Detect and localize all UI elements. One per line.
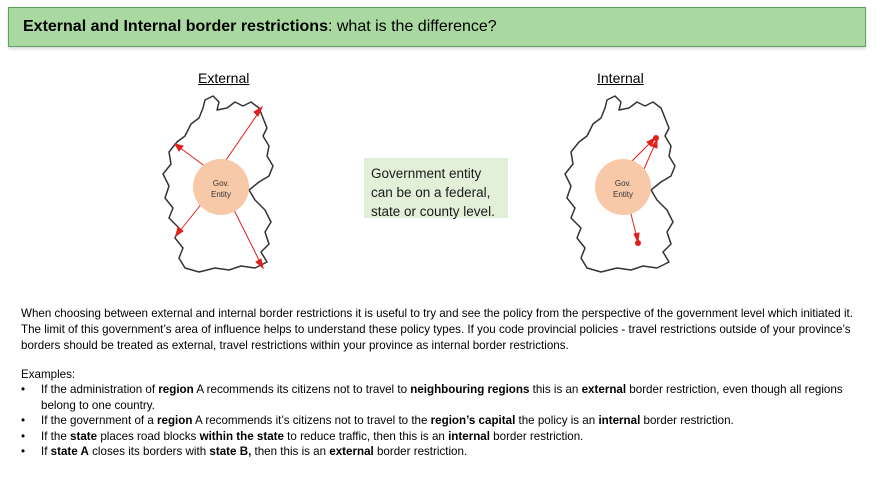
government-level-note: Government entity can be on a federal, s… bbox=[364, 158, 508, 219]
example-text: If bbox=[41, 445, 51, 458]
example-emphasis: internal bbox=[598, 414, 641, 427]
example-item: • If state A closes its borders with stat… bbox=[21, 444, 861, 460]
target-dot-north bbox=[653, 135, 659, 141]
external-map bbox=[162, 95, 274, 273]
internal-map bbox=[564, 95, 676, 273]
example-emphasis: region bbox=[158, 383, 194, 396]
example-emphasis: region’s capital bbox=[430, 414, 516, 427]
example-item: • If the government of a region A recomme… bbox=[21, 413, 861, 429]
germany-outline-external bbox=[162, 95, 274, 273]
title-bold: External and Internal border restriction… bbox=[23, 18, 328, 35]
gov-entity-circle-internal bbox=[595, 159, 651, 215]
bullet-marker: • bbox=[21, 383, 26, 396]
example-text: border restriction. bbox=[489, 429, 584, 443]
examples-list: • If the administration of region A recom… bbox=[21, 382, 861, 460]
example-emphasis: state B, bbox=[209, 445, 252, 458]
example-emphasis: region bbox=[157, 414, 193, 427]
example-text: border restriction. bbox=[640, 414, 734, 427]
example-text: If the administration of bbox=[41, 383, 159, 396]
bullet-marker: • bbox=[21, 429, 26, 443]
example-text: places road blocks bbox=[97, 429, 200, 443]
external-map-label: External bbox=[198, 70, 250, 86]
example-text: to reduce traffic, then this is an bbox=[283, 429, 449, 443]
title-bar: External and Internal border restriction… bbox=[8, 7, 866, 47]
target-dot-south bbox=[635, 240, 641, 246]
example-emphasis: internal bbox=[448, 429, 490, 443]
example-emphasis: within the state bbox=[199, 429, 284, 443]
example-text: the policy is an bbox=[515, 414, 599, 427]
example-emphasis: state bbox=[70, 429, 98, 443]
example-text: this is an bbox=[529, 383, 582, 396]
gov-entity-circle-external bbox=[193, 159, 249, 215]
gov-entity-line1-external: Gov. bbox=[212, 179, 230, 188]
gov-entity-label-internal: Gov. Entity bbox=[595, 178, 651, 200]
gov-entity-line2-external: Entity bbox=[210, 190, 231, 199]
example-item: • If the state places road blocks within … bbox=[21, 429, 861, 445]
gov-entity-line1-internal: Gov. bbox=[614, 179, 632, 188]
example-text: closes its borders with bbox=[88, 445, 210, 458]
example-text: border restriction, even though all regi… bbox=[41, 383, 843, 412]
example-item: • If the administration of region A recom… bbox=[21, 382, 861, 413]
example-text: A recommends its citizens not to travel … bbox=[193, 383, 411, 396]
example-emphasis: external bbox=[581, 383, 627, 396]
example-text: If the government of a bbox=[41, 414, 158, 427]
example-emphasis: state A bbox=[50, 445, 89, 458]
example-text: If the bbox=[41, 429, 71, 443]
explanation-paragraph: When choosing between external and inter… bbox=[21, 307, 853, 352]
example-text: border restriction. bbox=[373, 445, 468, 458]
gov-entity-line2-internal: Entity bbox=[612, 190, 633, 199]
example-emphasis: external bbox=[329, 445, 374, 458]
germany-outline-internal bbox=[564, 95, 676, 273]
title-rest: : what is the difference? bbox=[327, 18, 497, 35]
internal-map-label: Internal bbox=[597, 70, 644, 86]
example-text: then this is an bbox=[251, 445, 330, 458]
bullet-marker: • bbox=[21, 445, 26, 458]
example-emphasis: neighbouring regions bbox=[410, 383, 530, 396]
gov-entity-label-external: Gov. Entity bbox=[193, 178, 249, 200]
examples-title: Examples: bbox=[21, 368, 76, 381]
example-text: A recommends it’s citizens not to travel… bbox=[192, 414, 431, 427]
bullet-marker: • bbox=[21, 414, 26, 427]
